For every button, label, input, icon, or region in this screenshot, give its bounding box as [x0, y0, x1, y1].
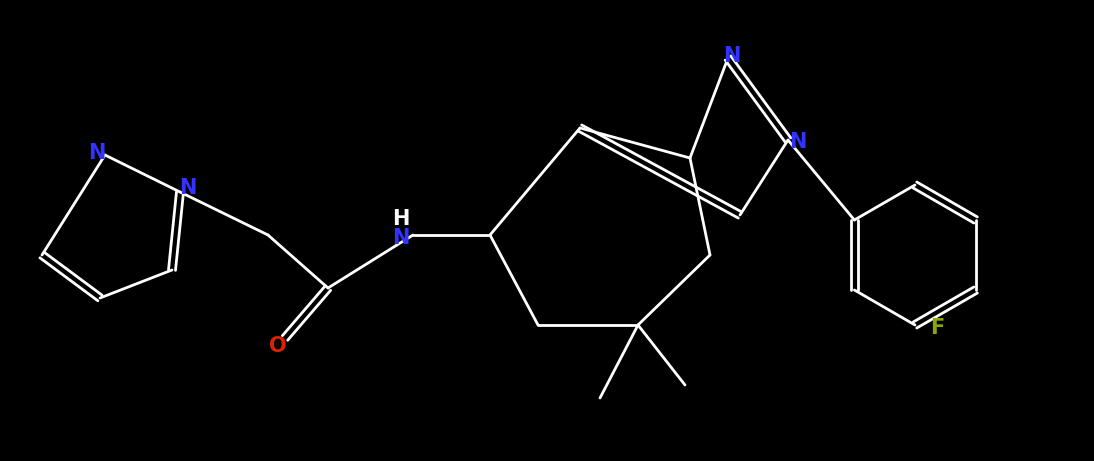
Text: F: F [930, 318, 944, 338]
Text: N: N [179, 178, 197, 198]
Text: N: N [789, 132, 806, 152]
Text: N: N [89, 143, 106, 163]
Text: H: H [393, 209, 409, 229]
Text: O: O [269, 336, 287, 356]
Text: N: N [393, 228, 409, 248]
Text: N: N [723, 46, 741, 66]
